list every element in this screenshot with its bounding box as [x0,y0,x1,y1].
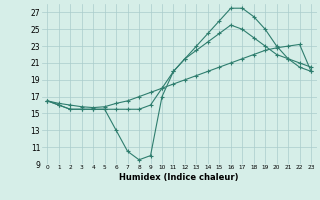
X-axis label: Humidex (Indice chaleur): Humidex (Indice chaleur) [119,173,239,182]
